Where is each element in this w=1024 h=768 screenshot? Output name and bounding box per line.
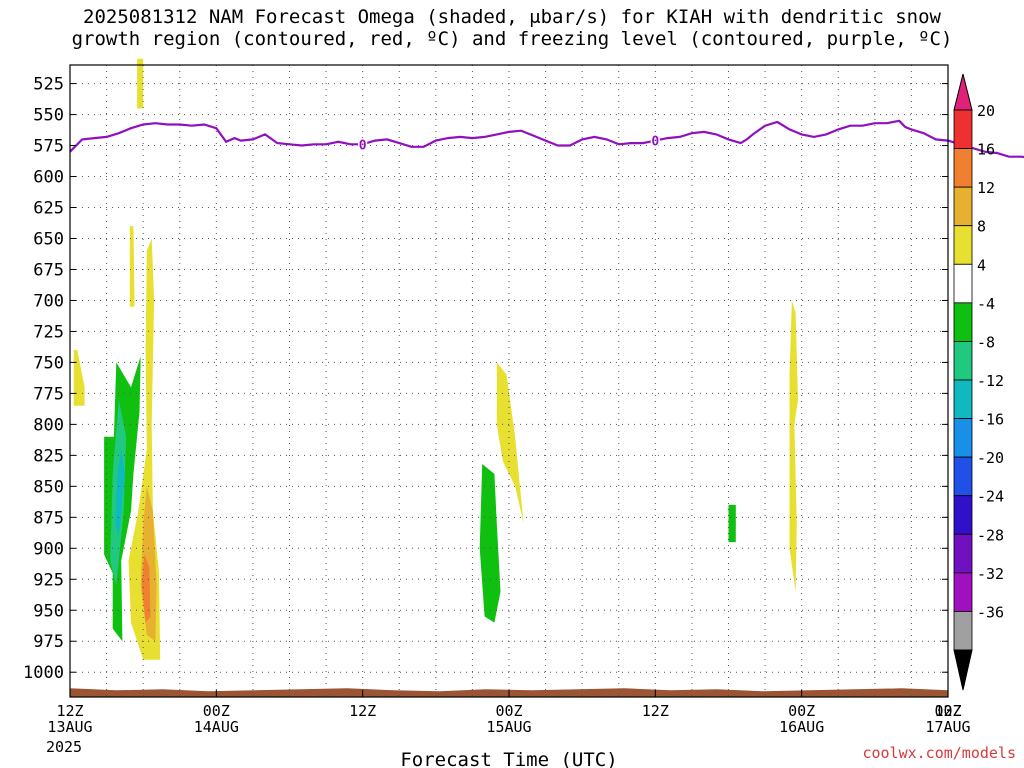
colorbar-label: -8 [977,333,995,351]
y-tick-label: 650 [33,229,64,249]
colorbar-label: -28 [977,526,1004,544]
omega-region [789,300,798,592]
x-tick-date-label: 17AUG [925,718,970,736]
y-tick-label: 900 [33,539,64,559]
colorbar-label: 16 [977,141,995,159]
y-tick-label: 550 [33,106,64,126]
colorbar-label: 20 [977,102,995,120]
colorbar-swatch [953,302,973,342]
colorbar-swatch [953,379,973,419]
y-tick-label: 575 [33,137,64,157]
colorbar-label: 12 [977,179,995,197]
colorbar: 20 16 12 8 4 -4 -8 -12 -16 -20 -24 -28 -32 -36 [953,73,1004,691]
colorbar-swatch [953,572,973,612]
y-tick-label: 750 [33,353,64,373]
x-tick-label: 00Z [495,702,522,720]
colorbar-swatch [953,109,973,149]
x-tick-label: 00Z [203,702,230,720]
y-tick-label: 800 [33,415,64,435]
omega-region [137,58,144,109]
y-tick-label: 950 [33,601,64,621]
y-tick-label: 925 [33,570,64,590]
omega-region [141,554,151,623]
colorbar-swatch [953,263,973,304]
colorbar-swatch [953,418,973,458]
watermark: coolwx.com/models [862,744,1016,762]
colorbar-label: -24 [977,488,1004,506]
colorbar-swatch [953,533,973,574]
colorbar-label: 4 [977,256,986,274]
colorbar-swatch [953,456,973,497]
y-tick-label: 875 [33,508,64,528]
x-tick-date-label: 15AUG [486,718,531,736]
omega-region [728,504,736,543]
colorbar-swatch [953,148,973,188]
colorbar-label: -4 [977,295,995,313]
x-tick-label: 12Z [56,702,83,720]
colorbar-top-arrow [953,73,973,111]
colorbar-label: 8 [977,218,986,236]
freezing-level-label: 0 [651,135,659,150]
omega-region [129,226,135,307]
freezing-level-label: 0 [359,138,367,153]
omega-region [496,362,524,524]
colorbar-label: -16 [977,411,1004,429]
colorbar-swatch [953,186,973,227]
x-tick-label: 00Z [934,702,961,720]
title-line-1: 2025081312 NAM Forecast Omega (shaded, μ… [83,6,941,28]
x-tick-label: 12Z [642,702,669,720]
colorbar-label: -32 [977,565,1004,583]
y-tick-label: 775 [33,384,64,404]
x-tick-date-label: 14AUG [194,718,239,736]
y-tick-label: 525 [33,75,64,95]
y-tick-label: 700 [33,291,64,311]
plot-area [70,65,948,697]
x-tick-year-label: 2025 [46,738,82,756]
y-tick-label: 625 [33,199,64,219]
y-tick-label: 975 [33,632,64,652]
omega-region [479,464,501,623]
chart-title: 2025081312 NAM Forecast Omega (shaded, μ… [0,6,1024,50]
omega-regions [73,58,798,660]
colorbar-swatch [953,225,973,265]
x-axis-title: Forecast Time (UTC) [400,749,617,768]
grid [70,65,948,697]
y-tick-label: 675 [33,260,64,280]
x-tick-label: 00Z [788,702,815,720]
omega-region [73,350,85,406]
y-tick-label: 825 [33,446,64,466]
colorbar-bottom-arrow [953,649,973,691]
colorbar-swatch [953,341,973,381]
colorbar-swatch [953,611,973,651]
freezing-level-line [69,119,1024,159]
x-tick-label: 12Z [934,702,961,720]
y-tick-label: 725 [33,322,64,342]
colorbar-swatch [953,495,973,535]
x-tick-date-label: 16AUG [779,718,824,736]
x-tick-label: 12Z [349,702,376,720]
x-tick-date-label: 13AUG [47,718,92,736]
y-axis: 525 550 575 600 625 650 675 700 725 750 775 800 825 8… [23,75,948,683]
title-line-2: growth region (contoured, red, ºC) and f… [71,28,953,50]
colorbar-label: -12 [977,372,1004,390]
colorbar-label: -20 [977,449,1004,467]
omega-region [115,449,125,536]
y-tick-label: 850 [33,477,64,497]
colorbar-label: -36 [977,603,1004,621]
y-tick-label: 1000 [23,663,64,683]
y-tick-label: 600 [33,168,64,188]
